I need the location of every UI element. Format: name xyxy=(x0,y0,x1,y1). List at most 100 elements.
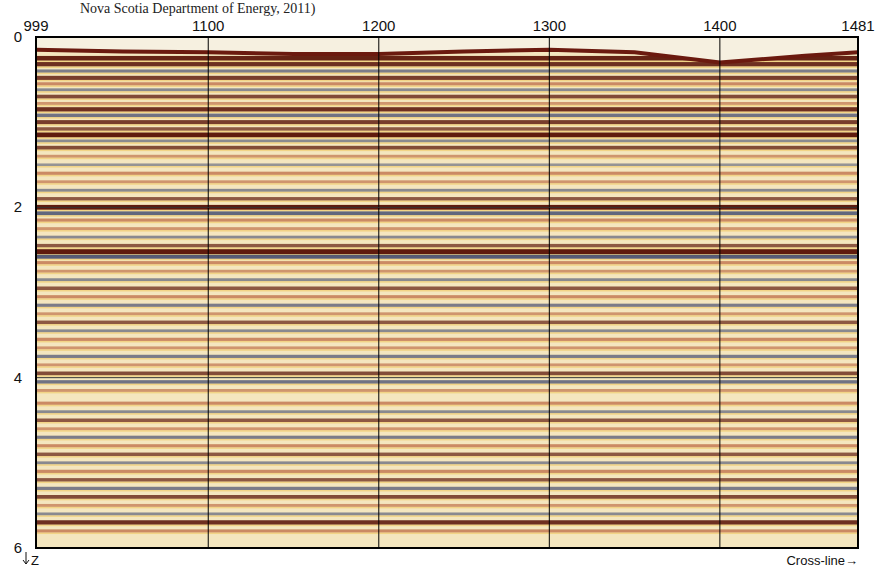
y-tick-label: 0 xyxy=(14,28,22,45)
reflector xyxy=(36,380,858,384)
reflector xyxy=(36,236,858,239)
reflector xyxy=(36,197,858,201)
reflector xyxy=(36,180,858,183)
grid-x xyxy=(719,37,720,548)
reflector-lobe xyxy=(36,413,858,415)
reflector xyxy=(36,419,858,423)
reflector xyxy=(36,82,858,85)
reflector-lobe xyxy=(36,215,858,217)
reflector-lobe xyxy=(36,349,858,351)
reflector xyxy=(36,172,858,175)
reflector-lobe xyxy=(36,515,858,517)
background xyxy=(36,37,858,548)
reflector-lobe xyxy=(36,239,858,241)
reflector-lobe xyxy=(36,85,858,87)
reflector xyxy=(36,295,858,298)
reflector xyxy=(36,270,858,273)
reflector-lobe xyxy=(36,112,858,114)
reflector-lobe xyxy=(36,131,858,133)
x-tick-label: 1300 xyxy=(533,17,566,34)
reflector-lobe xyxy=(36,507,858,509)
reflector xyxy=(36,127,858,131)
y-tick-label: 4 xyxy=(14,369,22,386)
reflector xyxy=(36,312,858,315)
reflector-lobe xyxy=(36,137,858,139)
x-tick-label: 1100 xyxy=(192,17,224,34)
reflector-lobe xyxy=(36,222,858,224)
grid-x xyxy=(208,37,209,548)
reflector xyxy=(36,244,858,248)
reflector xyxy=(36,107,858,111)
reflector-lobe xyxy=(36,166,858,168)
reflector xyxy=(36,205,858,210)
reflector-lobe xyxy=(36,366,858,368)
x-tick-label: 999 xyxy=(23,17,48,34)
reflector-lobe xyxy=(36,264,858,266)
reflector xyxy=(36,461,858,464)
reflector xyxy=(36,278,858,281)
reflector xyxy=(36,102,858,105)
reflector xyxy=(36,346,858,349)
reflector xyxy=(36,436,858,439)
reflector xyxy=(36,444,858,447)
reflector-lobe xyxy=(36,473,858,475)
reflector xyxy=(36,261,858,264)
reflector-lobe xyxy=(36,66,858,68)
reflector-lobe xyxy=(36,175,858,177)
grid-y xyxy=(36,207,858,208)
reflector-lobe xyxy=(36,259,858,261)
reflector xyxy=(36,227,858,230)
reflector xyxy=(36,495,858,499)
plot-area xyxy=(36,37,858,548)
reflector-lobe xyxy=(36,456,858,458)
reflector-lobe xyxy=(36,183,858,185)
reflector-lobe xyxy=(36,439,858,441)
reflector xyxy=(36,410,858,413)
caption: Nova Scotia Department of Energy, 2011) xyxy=(80,1,316,17)
reflector-lobe xyxy=(36,230,858,232)
reflector xyxy=(36,114,858,118)
reflector-lobe xyxy=(36,150,858,152)
reflector-lobe xyxy=(36,490,858,492)
reflector xyxy=(36,76,858,80)
reflector xyxy=(36,211,858,215)
reflector-lobe xyxy=(36,422,858,424)
reflector-lobe xyxy=(36,358,858,360)
reflector xyxy=(36,427,858,430)
reflector-lobe xyxy=(36,482,858,484)
reflector xyxy=(36,88,858,91)
reflector xyxy=(36,133,858,138)
reflector-lobe xyxy=(36,210,858,212)
grid-y xyxy=(36,377,858,378)
reflector xyxy=(36,363,858,366)
grid-x xyxy=(549,37,550,548)
y-axis-label: Z xyxy=(31,553,39,568)
reflector-lobe xyxy=(36,405,858,407)
reflector xyxy=(36,286,858,290)
chart: Nova Scotia Department of Energy, 2011) 9… xyxy=(0,0,878,572)
reflector xyxy=(36,478,858,482)
reflector-lobe xyxy=(36,392,858,394)
reflector-lobe xyxy=(36,142,858,144)
reflector xyxy=(36,255,858,259)
reflector-lobe xyxy=(36,281,858,283)
reflector xyxy=(36,520,858,524)
reflector xyxy=(36,304,858,307)
reflector xyxy=(36,146,858,150)
reflector xyxy=(36,120,858,124)
reflector-lobe xyxy=(36,375,858,377)
reflector-lobe xyxy=(36,341,858,343)
reflector-lobe xyxy=(36,324,858,326)
reflector-lobe xyxy=(36,158,858,160)
reflector-lobe xyxy=(36,464,858,466)
reflector xyxy=(36,95,858,99)
reflector-lobe xyxy=(36,430,858,432)
seafloor xyxy=(36,50,858,63)
reflector-lobe xyxy=(36,499,858,501)
reflector-lobe xyxy=(36,117,858,119)
reflector xyxy=(36,504,858,507)
reflector-lobe xyxy=(36,332,858,334)
reflector xyxy=(36,163,858,166)
reflector xyxy=(36,321,858,325)
reflector xyxy=(36,355,858,358)
